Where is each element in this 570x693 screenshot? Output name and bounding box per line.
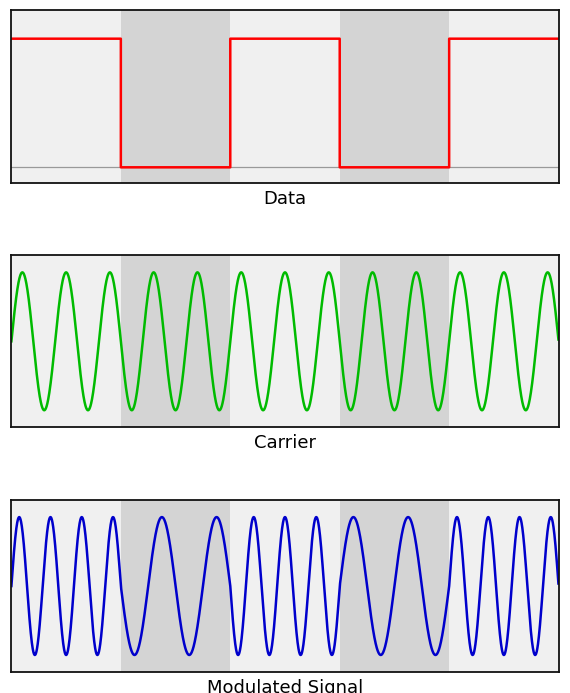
Bar	[121, 500, 230, 672]
Bar	[449, 255, 559, 428]
Bar	[449, 10, 559, 183]
Bar	[121, 10, 230, 183]
Bar	[340, 500, 449, 672]
X-axis label: Carrier: Carrier	[254, 435, 316, 453]
Bar	[230, 500, 340, 672]
X-axis label: Data: Data	[263, 190, 307, 208]
Bar	[230, 10, 340, 183]
Bar	[11, 500, 121, 672]
X-axis label: Modulated Signal: Modulated Signal	[207, 679, 363, 693]
Bar	[340, 10, 449, 183]
Bar	[11, 255, 121, 428]
Bar	[11, 10, 121, 183]
Bar	[121, 255, 230, 428]
Bar	[230, 255, 340, 428]
Bar	[449, 500, 559, 672]
Bar	[340, 255, 449, 428]
